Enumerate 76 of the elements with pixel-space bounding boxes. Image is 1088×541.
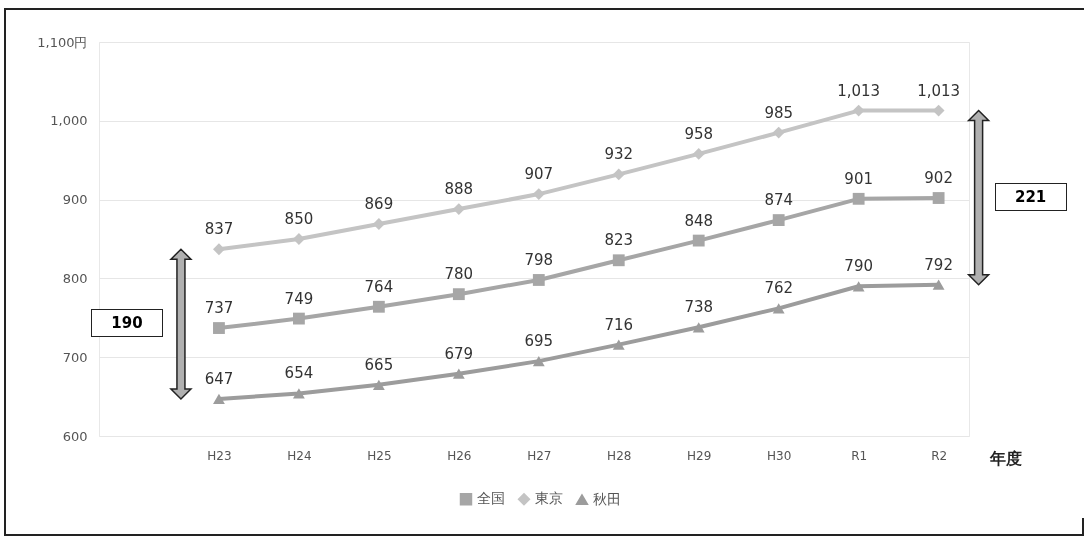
point bbox=[292, 312, 305, 325]
x-tick-label: H26 bbox=[447, 448, 472, 463]
point bbox=[772, 126, 785, 139]
data-label: 764 bbox=[364, 277, 394, 296]
data-label: 695 bbox=[524, 332, 554, 351]
y-tick-label: 800 bbox=[62, 270, 88, 286]
data-label: 1,013 bbox=[917, 81, 961, 100]
x-tick-label: R1 bbox=[851, 448, 868, 463]
point bbox=[772, 303, 785, 314]
point bbox=[452, 368, 465, 379]
data-label: 679 bbox=[444, 344, 474, 363]
point bbox=[213, 393, 225, 405]
data-label: 888 bbox=[444, 180, 474, 199]
data-label: 985 bbox=[764, 103, 794, 122]
point bbox=[372, 379, 385, 390]
x-tick-label: H25 bbox=[367, 448, 392, 463]
data-label: 958 bbox=[684, 124, 714, 143]
data-label: 1,013 bbox=[837, 81, 881, 100]
data-label: 762 bbox=[764, 279, 794, 298]
data-label: 907 bbox=[524, 165, 554, 184]
y-tick-label: 900 bbox=[62, 192, 88, 208]
data-label: 654 bbox=[284, 364, 314, 383]
x-tick-label: R2 bbox=[931, 448, 948, 463]
point bbox=[692, 147, 705, 160]
data-label: 823 bbox=[604, 231, 634, 250]
x-tick-label: H24 bbox=[287, 448, 312, 463]
data-label: 837 bbox=[204, 220, 234, 239]
data-label: 780 bbox=[444, 265, 474, 284]
point bbox=[932, 192, 945, 204]
point bbox=[292, 388, 305, 399]
data-label: 932 bbox=[604, 145, 634, 164]
point bbox=[932, 279, 945, 290]
point bbox=[852, 281, 865, 292]
data-label: 874 bbox=[764, 191, 794, 210]
legend-label: 東京 bbox=[535, 490, 563, 507]
point bbox=[692, 322, 705, 333]
point bbox=[372, 300, 385, 313]
data-label: 749 bbox=[284, 289, 314, 308]
data-label: 850 bbox=[284, 210, 314, 228]
data-label: 902 bbox=[924, 169, 953, 188]
point bbox=[612, 254, 625, 267]
x-axis-title: 年度 bbox=[988, 448, 1022, 468]
x-tick-label: H28 bbox=[607, 448, 632, 463]
legend-label: 秋田 bbox=[593, 490, 621, 507]
legend-label: 全国 bbox=[477, 490, 505, 507]
data-label: 792 bbox=[924, 255, 953, 274]
text: 190 bbox=[90, 309, 163, 338]
data-label: 790 bbox=[844, 257, 873, 276]
x-tick-label: H23 bbox=[207, 448, 232, 463]
point bbox=[852, 192, 865, 205]
point bbox=[612, 168, 625, 181]
data-label: 869 bbox=[364, 195, 394, 214]
data-label: 665 bbox=[364, 355, 394, 374]
data-label: 716 bbox=[604, 315, 634, 334]
point bbox=[532, 274, 545, 286]
point bbox=[213, 243, 225, 256]
y-tick-label: 700 bbox=[62, 349, 88, 365]
data-label: 647 bbox=[204, 369, 234, 388]
point bbox=[213, 322, 225, 334]
y-tick-label: 600 bbox=[62, 428, 88, 444]
data-label: 848 bbox=[684, 211, 714, 230]
point bbox=[772, 214, 785, 226]
point bbox=[532, 356, 545, 367]
y-tick-label: 1,000 bbox=[50, 113, 88, 129]
y-tick-label: 1,100円 bbox=[37, 34, 88, 50]
x-tick-label: H30 bbox=[767, 448, 792, 463]
data-label: 901 bbox=[844, 169, 873, 188]
data-label: 737 bbox=[204, 299, 234, 318]
data-label: 798 bbox=[524, 250, 554, 269]
x-tick-label: H27 bbox=[527, 448, 552, 463]
point bbox=[692, 234, 705, 247]
x-tick-label: H29 bbox=[687, 448, 712, 463]
data-label: 738 bbox=[684, 298, 714, 317]
point bbox=[612, 339, 625, 350]
point bbox=[452, 288, 465, 301]
text: 221 bbox=[994, 182, 1067, 211]
